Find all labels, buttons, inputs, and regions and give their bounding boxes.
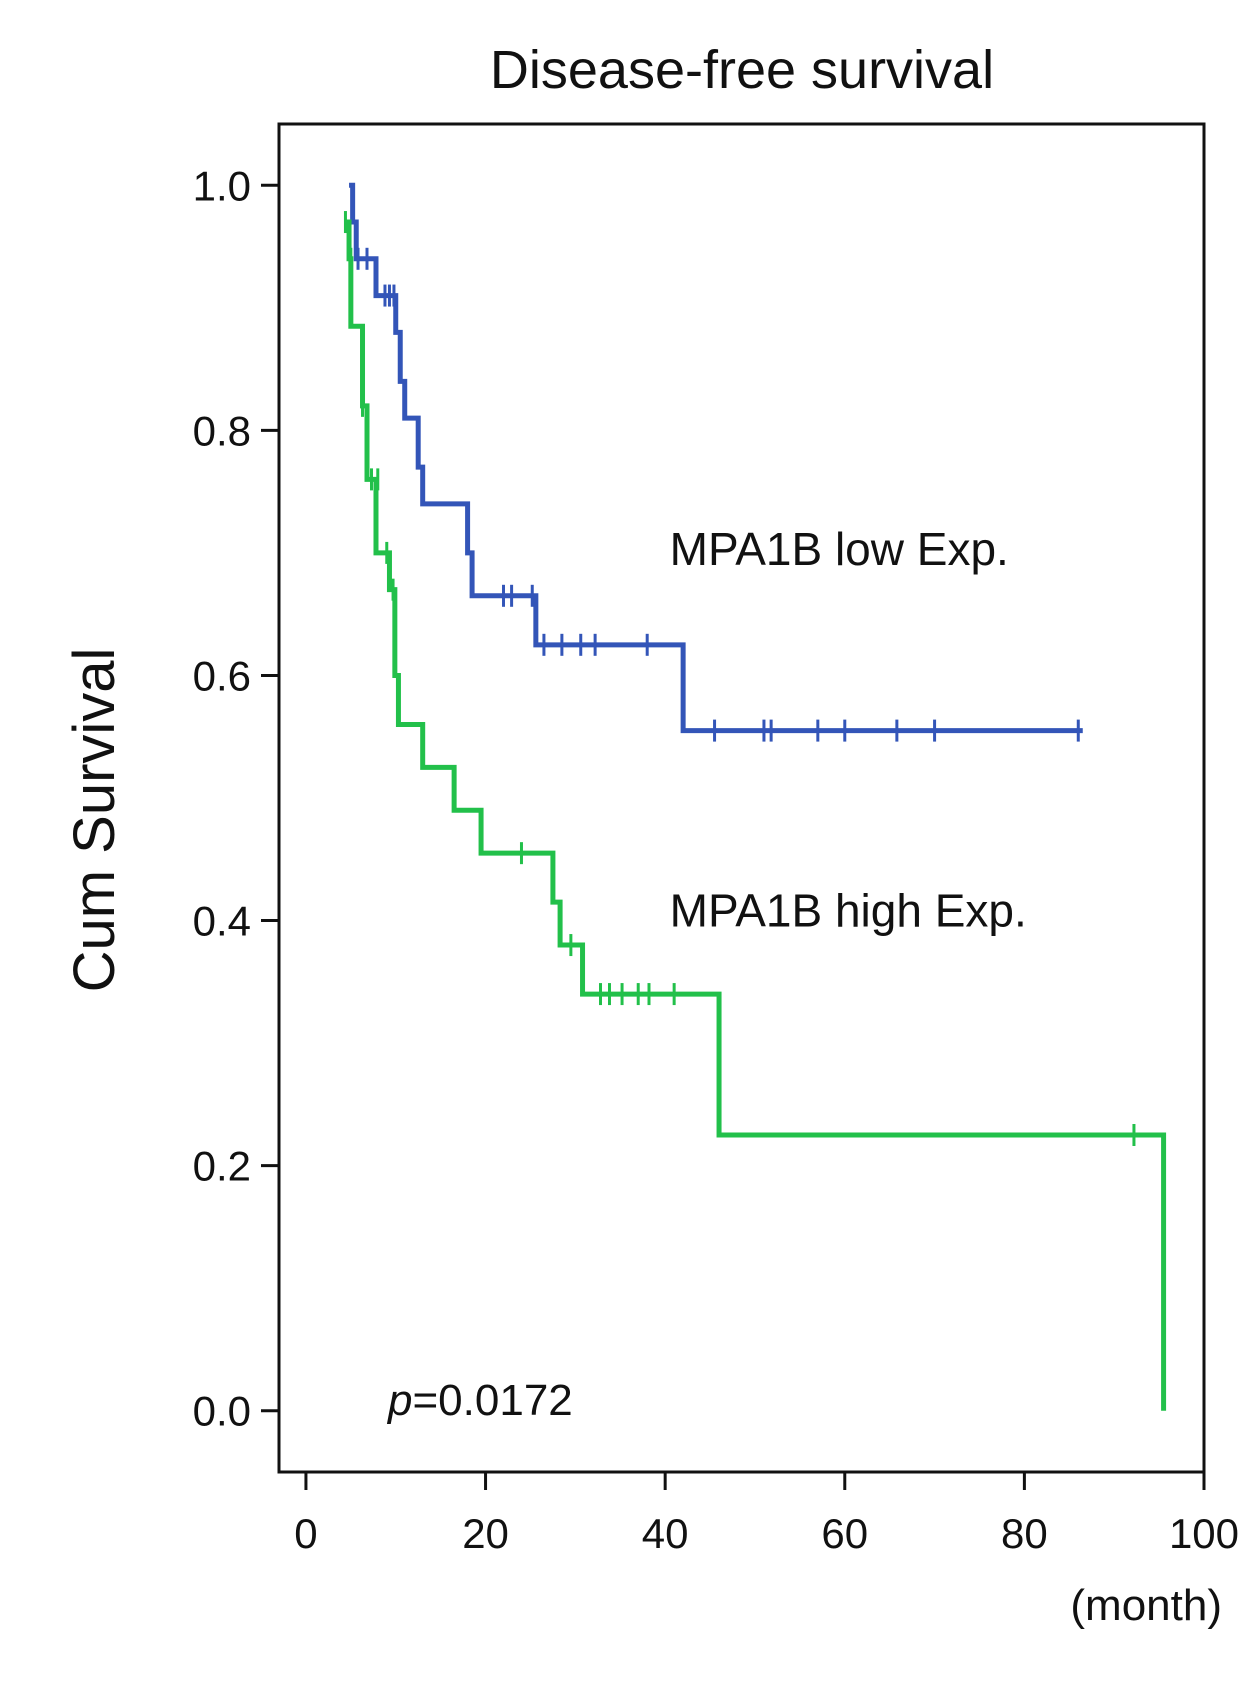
series-layer: MPA1B low Exp. MPA1B high Exp. xyxy=(343,182,1167,1411)
y-tick-label: 0.6 xyxy=(193,652,251,699)
x-tick-label: 20 xyxy=(462,1510,509,1557)
p-symbol: p xyxy=(386,1376,412,1425)
x-axis-label: (month) xyxy=(1070,1581,1222,1630)
y-tick-label: 0.0 xyxy=(193,1388,251,1435)
x-tick-label: 100 xyxy=(1169,1510,1239,1557)
y-tick-label: 0.2 xyxy=(193,1143,251,1190)
p-value-annotation: p=0.0172 xyxy=(386,1376,573,1425)
series-label-high: MPA1B high Exp. xyxy=(670,885,1027,937)
y-axis-label: Cum Survival xyxy=(62,648,127,993)
x-tick-label: 0 xyxy=(294,1510,317,1557)
x-tick-label: 40 xyxy=(642,1510,689,1557)
survival-curve-high xyxy=(346,219,1167,1411)
y-tick-label: 0.4 xyxy=(193,898,251,945)
y-tick-label: 0.8 xyxy=(193,407,251,454)
series-label-low: MPA1B low Exp. xyxy=(670,523,1009,575)
y-tick-label: 1.0 xyxy=(193,162,251,209)
x-tick-label: 80 xyxy=(1001,1510,1048,1557)
p-value: =0.0172 xyxy=(412,1376,572,1425)
plot-frame xyxy=(277,122,1206,1474)
chart-title: Disease-free survival xyxy=(490,40,994,100)
axes-layer: 0 20 40 60 80 100 0.0 0.2 0.4 0.6 0.8 1.0 xyxy=(193,162,1239,1557)
x-tick-label: 60 xyxy=(821,1510,868,1557)
